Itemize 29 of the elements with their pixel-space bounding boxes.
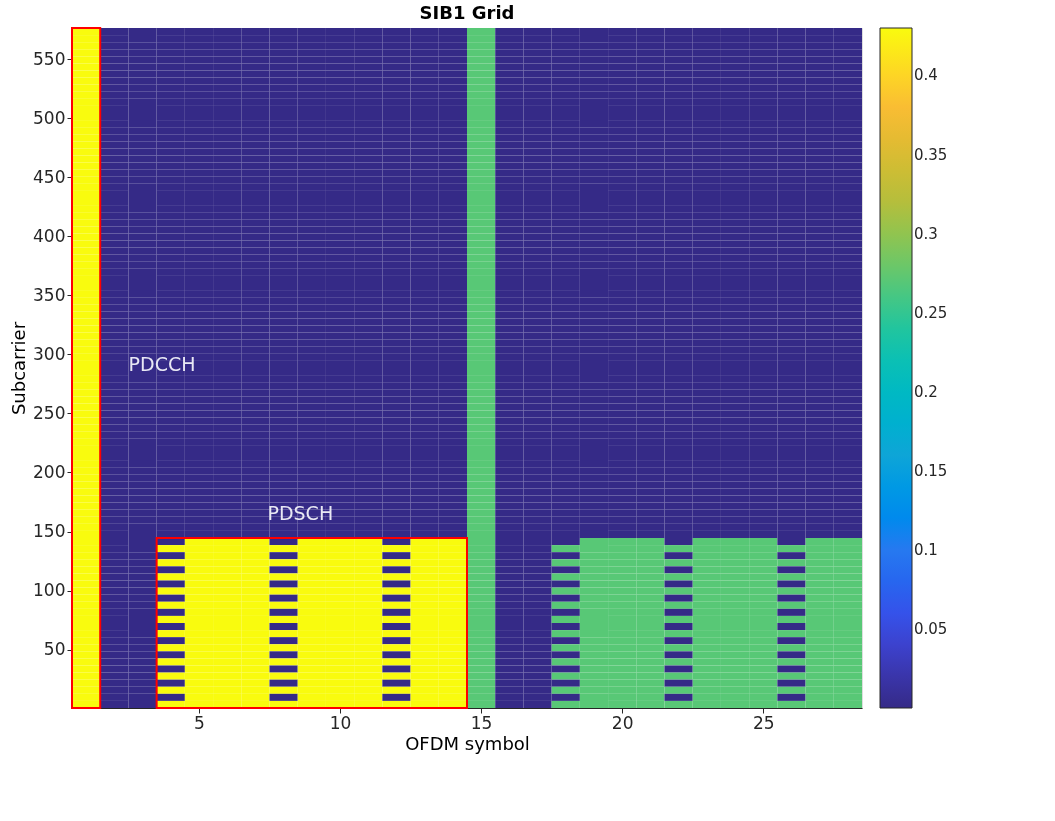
annotation: PDSCH	[267, 502, 334, 525]
color-bar-label: 0.3	[914, 224, 938, 243]
y-tick-label: 350	[33, 284, 66, 305]
y-tick-label: 550	[33, 48, 66, 69]
y-tick-label: 500	[33, 107, 66, 128]
y-tick-label: 400	[33, 225, 66, 246]
x-axis-title: OFDM symbol	[405, 732, 530, 754]
y-tick-label: 100	[33, 580, 66, 601]
chart-title: SIB1 Grid	[419, 2, 515, 23]
y-tick-label: 300	[33, 343, 66, 364]
x-tick-label: 20	[611, 712, 634, 733]
y-axis-title: Subcarrier	[8, 321, 30, 416]
color-bar-label: 0.2	[914, 382, 938, 401]
color-bar-label: 0.25	[914, 303, 948, 322]
y-tick-label: 50	[43, 639, 66, 660]
x-tick-label: 15	[470, 712, 493, 733]
y-tick-label: 150	[33, 521, 66, 542]
y-tick-label: 450	[33, 166, 66, 187]
x-tick-label: 10	[329, 712, 352, 733]
y-tick-label: 200	[33, 461, 66, 482]
annotation: PDCCH	[128, 353, 196, 376]
color-bar-label: 0.35	[914, 145, 948, 164]
color-bar-label: 0.4	[914, 66, 938, 85]
color-bar-label: 0.05	[914, 619, 948, 638]
x-tick-label: 25	[752, 712, 775, 733]
color-bar-label: 0.15	[914, 461, 948, 480]
x-tick-label: 5	[194, 712, 205, 733]
color-bar-label: 0.1	[914, 540, 938, 559]
y-tick-label: 250	[33, 402, 66, 423]
